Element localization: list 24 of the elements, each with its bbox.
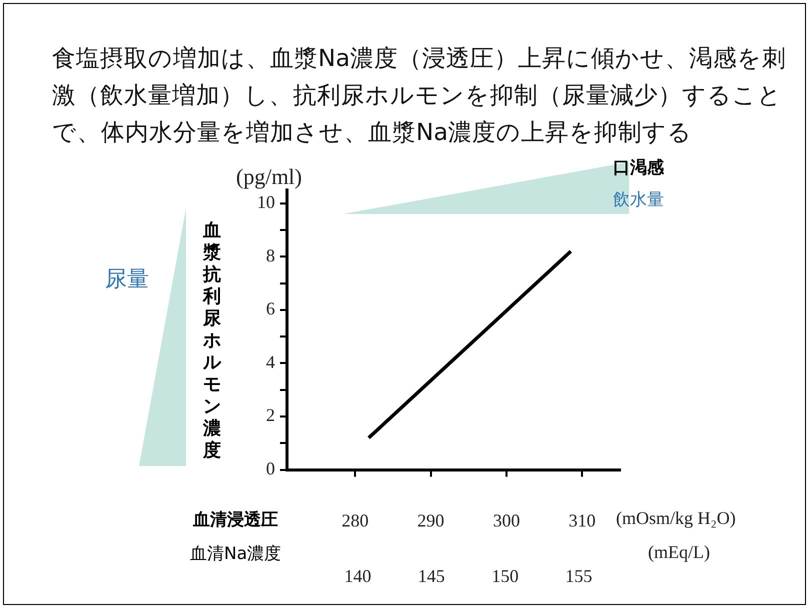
y-tick-label: 0 (266, 458, 275, 479)
text: 血漿抗利尿ホルモン濃度 (203, 220, 221, 461)
x2-tick-label: 155 (565, 566, 592, 586)
y-tick-label: 8 (266, 245, 275, 266)
y-tick-label: 10 (257, 192, 275, 212)
y-tick-label: 2 (266, 405, 275, 426)
x2-tick-label: 150 (492, 566, 519, 586)
text: (mOsm/kg H₂O) (616, 508, 736, 529)
text: (mEq/L) (648, 542, 710, 563)
y-tick-label: 6 (266, 298, 275, 319)
chart-title: 食塩摂取の増加は、血漿Na濃度（浸透圧）上昇に傾かせ、渇感を刺激（飲水量増加）し、抗利尿ホルモンを抑制（尿量減少）することで、体内水分量を増加させ、血漿Na濃度の上昇を抑制する (52, 43, 787, 148)
x2-axis-title: 血清Na濃度 (190, 543, 282, 565)
x2-tick-label: 140 (344, 566, 372, 586)
text: (pg/ml) (236, 164, 302, 190)
text: 尿量 (105, 266, 149, 294)
x-tick-label: 310 (568, 510, 596, 530)
text: 口渇感 (613, 157, 664, 179)
x-tick-label: 290 (417, 510, 444, 530)
y-tick-label: 4 (266, 352, 275, 372)
x-tick-label: 280 (342, 510, 369, 530)
x2-tick-label: 145 (418, 566, 445, 586)
annotation: 飲水量 (613, 189, 664, 211)
x-axis-title: 血清浸透圧 (193, 509, 278, 531)
x-tick-label: 300 (492, 510, 520, 530)
